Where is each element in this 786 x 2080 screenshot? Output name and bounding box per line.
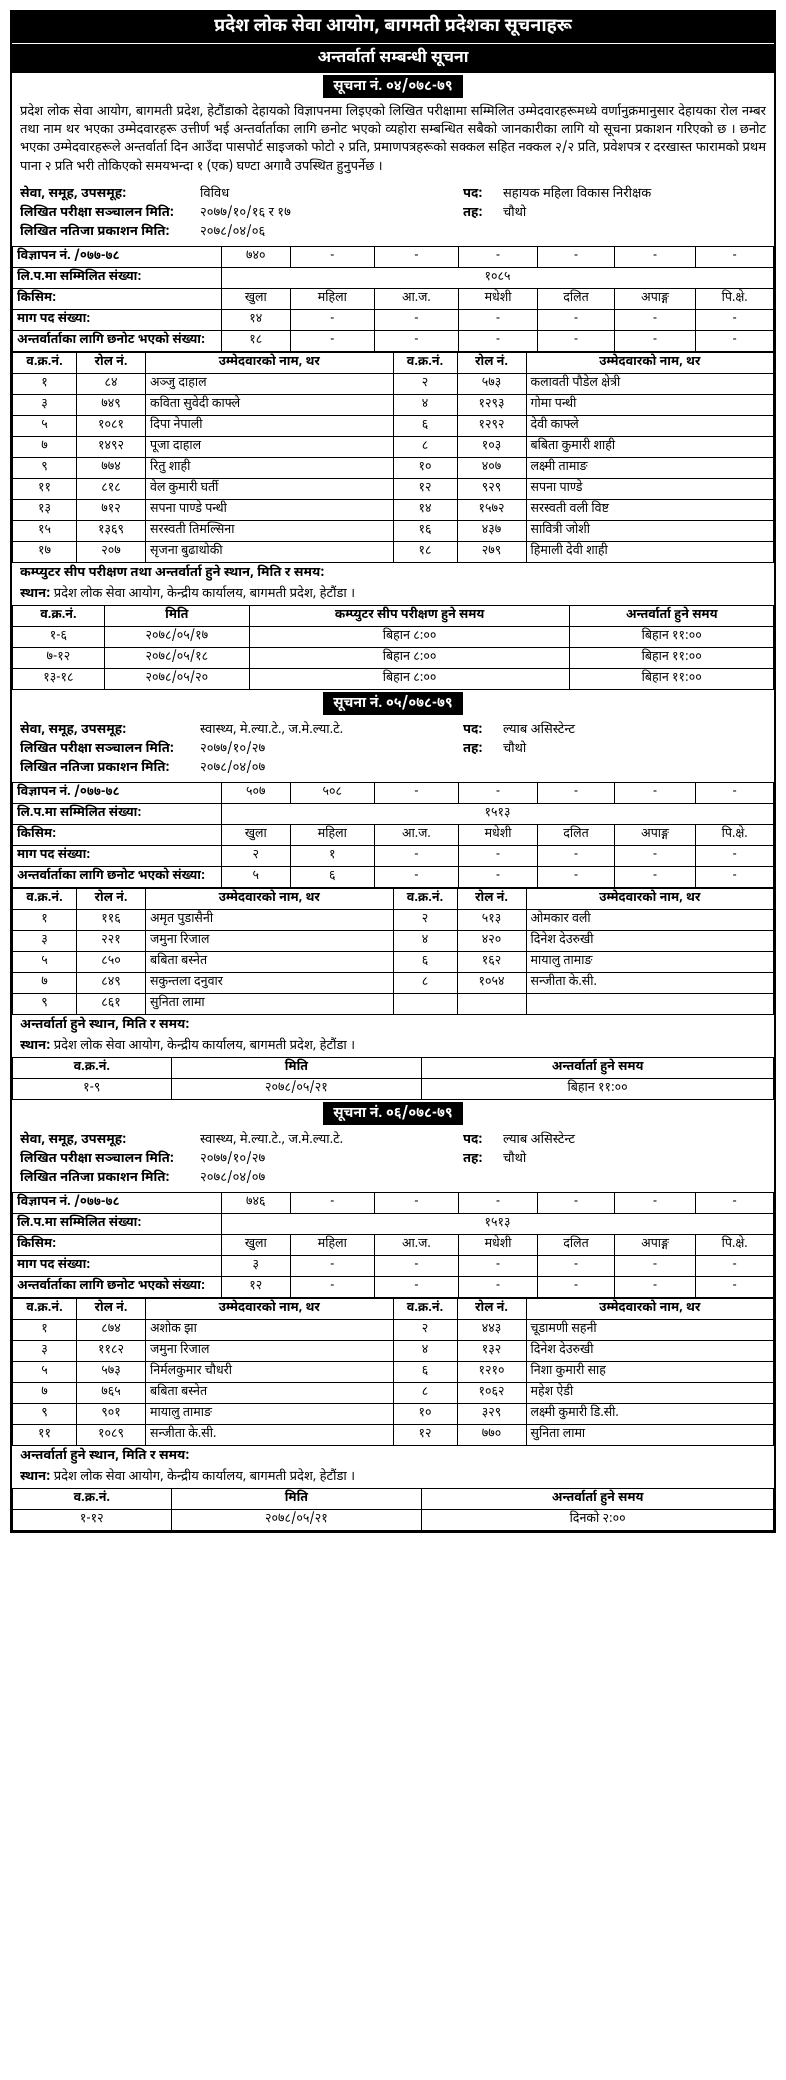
value-level: चौथो — [503, 740, 766, 759]
venue-line: स्थान: प्रदेश लोक सेवा आयोग, केन्द्रीय क… — [12, 1467, 774, 1488]
label-exam-date: लिखित परीक्षा सञ्चालन मिति: — [20, 1150, 200, 1169]
label-service: सेवा, समूह, उपसमूह: — [20, 185, 200, 204]
label-level: तह: — [463, 1150, 503, 1169]
document-container: प्रदेश लोक सेवा आयोग, बागमती प्रदेशका सू… — [10, 10, 776, 1533]
schedule-table: व.क्र.नं.मितिअन्तर्वार्ता हुने समय१-१२२०… — [12, 1488, 774, 1531]
venue-title: अन्तर्वार्ता हुने स्थान, मिति र समय: — [12, 1015, 774, 1036]
label-level: तह: — [463, 740, 503, 759]
label-exam-date: लिखित परीक्षा सञ्चालन मिति: — [20, 740, 200, 759]
notice-number: सूचना नं. ०४/०७८-७९ — [323, 75, 462, 98]
value-service: स्वास्थ्य, मे.ल्या.टे., ज.मे.ल्या.टे. — [200, 1131, 463, 1150]
label-service: सेवा, समूह, उपसमूह: — [20, 721, 200, 740]
venue-title: कम्प्युटर सीप परीक्षण तथा अन्तर्वार्ता ह… — [12, 563, 774, 584]
value-post: ल्याब असिस्टेन्ट — [503, 721, 766, 740]
label-level: तह: — [463, 204, 503, 223]
label-result-date: लिखित नतिजा प्रकाशन मिति: — [20, 223, 200, 242]
candidates-table: व.क्र.नं.रोल नं.उम्मेदवारको नाम, थरव.क्र… — [12, 888, 774, 1015]
notice-number: सूचना नं. ०६/०७८-७९ — [323, 1102, 462, 1125]
value-result-date: २०७८/०४/०७ — [200, 1169, 766, 1188]
info-block: सेवा, समूह, उपसमूह: स्वास्थ्य, मे.ल्या.ट… — [12, 1127, 774, 1192]
label-result-date: लिखित नतिजा प्रकाशन मिति: — [20, 759, 200, 778]
value-service: विविध — [200, 185, 463, 204]
value-post: सहायक महिला विकास निरीक्षक — [503, 185, 766, 204]
label-post: पद: — [463, 721, 503, 740]
value-post: ल्याब असिस्टेन्ट — [503, 1131, 766, 1150]
candidates-table: व.क्र.नं.रोल नं.उम्मेदवारको नाम, थरव.क्र… — [12, 1298, 774, 1446]
info-block: सेवा, समूह, उपसमूह: विविध पद: सहायक महिल… — [12, 181, 774, 246]
advertisement-table: विज्ञापन नं. /०७७-७८५०७५०८-----लि.प.मा स… — [12, 782, 774, 888]
advertisement-table: विज्ञापन नं. /०७७-७८७४६------लि.प.मा सम्… — [12, 1192, 774, 1298]
main-title: प्रदेश लोक सेवा आयोग, बागमती प्रदेशका सू… — [12, 12, 774, 43]
schedule-table: व.क्र.नं.मितिअन्तर्वार्ता हुने समय१-९२०७… — [12, 1057, 774, 1100]
notice-number: सूचना नं. ०५/०७८-७९ — [323, 692, 462, 715]
info-block: सेवा, समूह, उपसमूह: स्वास्थ्य, मे.ल्या.ट… — [12, 717, 774, 782]
venue-title: अन्तर्वार्ता हुने स्थान, मिति र समय: — [12, 1446, 774, 1467]
value-service: स्वास्थ्य, मे.ल्या.टे., ज.मे.ल्या.टे. — [200, 721, 463, 740]
label-result-date: लिखित नतिजा प्रकाशन मिति: — [20, 1169, 200, 1188]
value-exam-date: २०७७/१०/१६ र १७ — [200, 204, 463, 223]
advertisement-table: विज्ञापन नं. /०७७-७८७४०------लि.प.मा सम्… — [12, 246, 774, 352]
intro-paragraph: प्रदेश लोक सेवा आयोग, बागमती प्रदेश, हेट… — [12, 100, 774, 181]
schedule-table: व.क्र.नं.मितिकम्प्युटर सीप परीक्षण हुने … — [12, 605, 774, 690]
value-result-date: २०७८/०४/०६ — [200, 223, 766, 242]
venue-line: स्थान: प्रदेश लोक सेवा आयोग, केन्द्रीय क… — [12, 584, 774, 605]
sub-title: अन्तर्वार्ता सम्बन्धी सूचना — [12, 43, 774, 73]
label-service: सेवा, समूह, उपसमूह: — [20, 1131, 200, 1150]
label-exam-date: लिखित परीक्षा सञ्चालन मिति: — [20, 204, 200, 223]
value-exam-date: २०७७/१०/२७ — [200, 740, 463, 759]
label-post: पद: — [463, 1131, 503, 1150]
candidates-table: व.क्र.नं.रोल नं.उम्मेदवारको नाम, थरव.क्र… — [12, 352, 774, 563]
value-result-date: २०७८/०४/०७ — [200, 759, 766, 778]
value-level: चौथो — [503, 1150, 766, 1169]
venue-line: स्थान: प्रदेश लोक सेवा आयोग, केन्द्रीय क… — [12, 1036, 774, 1057]
value-exam-date: २०७७/१०/२७ — [200, 1150, 463, 1169]
value-level: चौथो — [503, 204, 766, 223]
label-post: पद: — [463, 185, 503, 204]
